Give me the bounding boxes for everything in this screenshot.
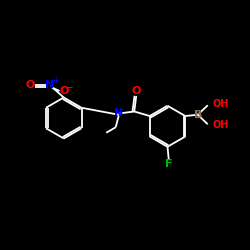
Text: O: O <box>60 86 69 97</box>
Text: B: B <box>194 110 202 120</box>
Text: O: O <box>132 86 141 96</box>
Text: F: F <box>165 159 172 169</box>
Text: N: N <box>114 108 123 118</box>
Text: O: O <box>26 80 35 90</box>
Text: −: − <box>66 83 73 92</box>
Text: +: + <box>52 76 58 86</box>
Text: OH: OH <box>212 99 229 109</box>
Text: OH: OH <box>212 120 229 130</box>
Text: N: N <box>45 80 54 90</box>
